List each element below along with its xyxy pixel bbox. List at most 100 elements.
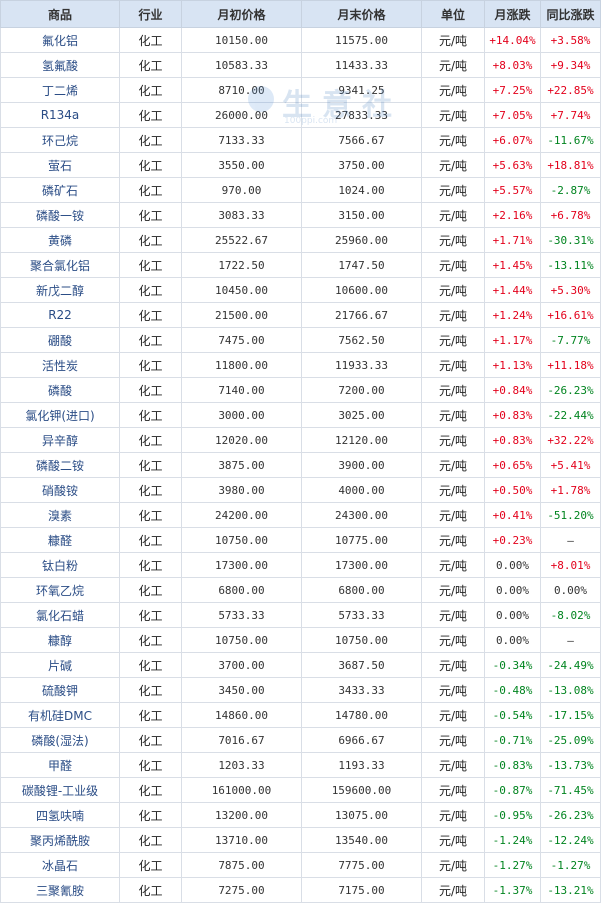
start-price-cell: 3700.00: [181, 652, 302, 678]
table-row: 黄磷 化工 25522.67 25960.00 元/吨 +1.71% -30.31%: [0, 227, 601, 253]
industry-cell: 化工: [119, 327, 182, 353]
industry-cell: 化工: [119, 402, 182, 428]
monthly-change-cell: +0.23%: [484, 527, 541, 553]
commodity-link[interactable]: 糠醇: [0, 627, 120, 653]
yoy-change-cell: -13.21%: [540, 877, 601, 903]
header-monthly-change[interactable]: 月涨跌: [484, 0, 541, 28]
industry-cell: 化工: [119, 102, 182, 128]
header-start-price[interactable]: 月初价格: [181, 0, 302, 28]
unit-cell: 元/吨: [421, 677, 485, 703]
industry-cell: 化工: [119, 577, 182, 603]
monthly-change-cell: +1.71%: [484, 227, 541, 253]
industry-cell: 化工: [119, 427, 182, 453]
start-price-cell: 10750.00: [181, 627, 302, 653]
monthly-change-cell: +6.07%: [484, 127, 541, 153]
start-price-cell: 1722.50: [181, 252, 302, 278]
table-row: 磷酸一铵 化工 3083.33 3150.00 元/吨 +2.16% +6.78%: [0, 202, 601, 228]
commodity-link[interactable]: 溴素: [0, 502, 120, 528]
commodity-link[interactable]: 糠醛: [0, 527, 120, 553]
table-row: 甲醛 化工 1203.33 1193.33 元/吨 -0.83% -13.73%: [0, 752, 601, 778]
commodity-link[interactable]: 冰晶石: [0, 852, 120, 878]
commodity-link[interactable]: 硫酸钾: [0, 677, 120, 703]
start-price-cell: 3083.33: [181, 202, 302, 228]
industry-cell: 化工: [119, 52, 182, 78]
unit-cell: 元/吨: [421, 227, 485, 253]
monthly-change-cell: -0.83%: [484, 752, 541, 778]
yoy-change-cell: —: [540, 627, 601, 653]
commodity-link[interactable]: R22: [0, 302, 120, 328]
commodity-link[interactable]: 丁二烯: [0, 77, 120, 103]
commodity-link[interactable]: 片碱: [0, 652, 120, 678]
end-price-cell: 4000.00: [301, 477, 422, 503]
commodity-link[interactable]: 钛白粉: [0, 552, 120, 578]
monthly-change-cell: +2.16%: [484, 202, 541, 228]
monthly-change-cell: +0.83%: [484, 402, 541, 428]
commodity-link[interactable]: 硝酸铵: [0, 477, 120, 503]
table-row: R134a 化工 26000.00 27833.33 元/吨 +7.05% +7.74%: [0, 102, 601, 128]
commodity-link[interactable]: 三聚氰胺: [0, 877, 120, 903]
end-price-cell: 24300.00: [301, 502, 422, 528]
yoy-change-cell: -13.08%: [540, 677, 601, 703]
commodity-link[interactable]: 四氢呋喃: [0, 802, 120, 828]
commodity-link[interactable]: 环氧乙烷: [0, 577, 120, 603]
header-end-price[interactable]: 月末价格: [301, 0, 422, 28]
commodity-link[interactable]: 碳酸锂-工业级: [0, 777, 120, 803]
end-price-cell: 3433.33: [301, 677, 422, 703]
commodity-link[interactable]: 聚丙烯酰胺: [0, 827, 120, 853]
commodity-link[interactable]: 新戊二醇: [0, 277, 120, 303]
industry-cell: 化工: [119, 302, 182, 328]
commodity-link[interactable]: 氢氟酸: [0, 52, 120, 78]
end-price-cell: 9341.25: [301, 77, 422, 103]
monthly-change-cell: -0.48%: [484, 677, 541, 703]
unit-cell: 元/吨: [421, 52, 485, 78]
commodity-link[interactable]: 氯化石蜡: [0, 602, 120, 628]
unit-cell: 元/吨: [421, 327, 485, 353]
table-row: 氟化铝 化工 10150.00 11575.00 元/吨 +14.04% +3.58%: [0, 27, 601, 53]
table-row: 有机硅DMC 化工 14860.00 14780.00 元/吨 -0.54% -17.15%: [0, 702, 601, 728]
commodity-link[interactable]: 磷酸: [0, 377, 120, 403]
end-price-cell: 5733.33: [301, 602, 422, 628]
commodity-link[interactable]: 异辛醇: [0, 427, 120, 453]
table-row: 活性炭 化工 11800.00 11933.33 元/吨 +1.13% +11.18%: [0, 352, 601, 378]
industry-cell: 化工: [119, 277, 182, 303]
table-row: 氢氟酸 化工 10583.33 11433.33 元/吨 +8.03% +9.34%: [0, 52, 601, 78]
unit-cell: 元/吨: [421, 152, 485, 178]
commodity-link[interactable]: 硼酸: [0, 327, 120, 353]
commodity-link[interactable]: 磷酸(湿法): [0, 727, 120, 753]
table-header-row: 商品 行业 月初价格 月末价格 单位 月涨跌 同比涨跌: [0, 0, 601, 28]
unit-cell: 元/吨: [421, 527, 485, 553]
commodity-link[interactable]: 磷酸二铵: [0, 452, 120, 478]
header-unit[interactable]: 单位: [421, 0, 485, 28]
header-industry[interactable]: 行业: [119, 0, 182, 28]
table-row: 磷酸(湿法) 化工 7016.67 6966.67 元/吨 -0.71% -25.09%: [0, 727, 601, 753]
industry-cell: 化工: [119, 727, 182, 753]
monthly-change-cell: -0.54%: [484, 702, 541, 728]
commodity-link[interactable]: 萤石: [0, 152, 120, 178]
table-row: 氯化石蜡 化工 5733.33 5733.33 元/吨 0.00% -8.02%: [0, 602, 601, 628]
table-row: 异辛醇 化工 12020.00 12120.00 元/吨 +0.83% +32.22%: [0, 427, 601, 453]
end-price-cell: 10600.00: [301, 277, 422, 303]
commodity-link[interactable]: R134a: [0, 102, 120, 128]
end-price-cell: 11933.33: [301, 352, 422, 378]
commodity-link[interactable]: 环己烷: [0, 127, 120, 153]
end-price-cell: 7200.00: [301, 377, 422, 403]
commodity-link[interactable]: 有机硅DMC: [0, 702, 120, 728]
commodity-link[interactable]: 磷酸一铵: [0, 202, 120, 228]
commodity-link[interactable]: 磷矿石: [0, 177, 120, 203]
industry-cell: 化工: [119, 877, 182, 903]
commodity-link[interactable]: 黄磷: [0, 227, 120, 253]
yoy-change-cell: -22.44%: [540, 402, 601, 428]
commodity-link[interactable]: 氟化铝: [0, 27, 120, 53]
commodity-link[interactable]: 聚合氯化铝: [0, 252, 120, 278]
commodity-link[interactable]: 甲醛: [0, 752, 120, 778]
yoy-change-cell: -26.23%: [540, 802, 601, 828]
header-commodity[interactable]: 商品: [0, 0, 120, 28]
commodity-link[interactable]: 氯化钾(进口): [0, 402, 120, 428]
yoy-change-cell: +6.78%: [540, 202, 601, 228]
commodity-link[interactable]: 活性炭: [0, 352, 120, 378]
monthly-change-cell: +5.63%: [484, 152, 541, 178]
table-row: 硝酸铵 化工 3980.00 4000.00 元/吨 +0.50% +1.78%: [0, 477, 601, 503]
monthly-change-cell: +7.05%: [484, 102, 541, 128]
header-yoy-change[interactable]: 同比涨跌: [540, 0, 601, 28]
